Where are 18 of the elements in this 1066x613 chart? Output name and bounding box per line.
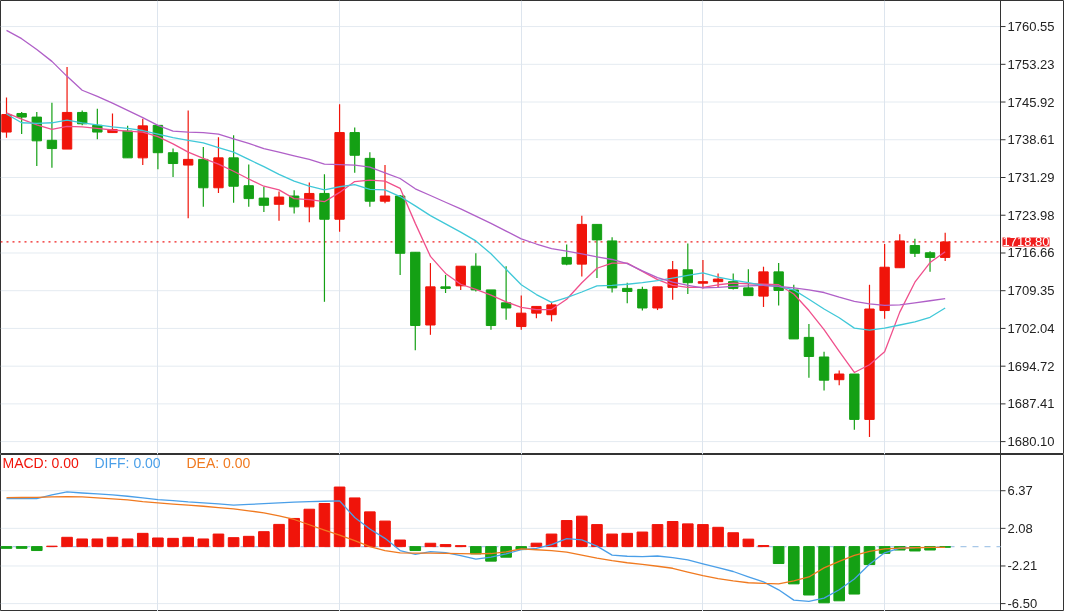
y-tick-label: 1738.61: [1007, 132, 1055, 148]
y-tick-label: -6.50: [1007, 596, 1038, 612]
y-tick-label: 1709.35: [1007, 283, 1055, 299]
y-tick-label: 1731.29: [1007, 170, 1055, 186]
y-tick-label: 1745.92: [1007, 94, 1055, 110]
y-tick-label: 1687.41: [1007, 396, 1055, 412]
y-tick-label: 1702.04: [1007, 320, 1055, 336]
y-tick-label: 1680.10: [1007, 434, 1055, 450]
y-tick-label: 1753.23: [1007, 56, 1055, 72]
y-tick-label: 1760.55: [1007, 19, 1055, 35]
y-tick-label: 2.08: [1007, 520, 1033, 536]
y-tick-label: 1694.72: [1007, 358, 1055, 374]
y-tick-label: 6.37: [1007, 483, 1033, 499]
y-tick-label: 1723.98: [1007, 207, 1055, 223]
text: DEA: 0.00: [186, 454, 251, 471]
text: MACD: 0.00: [2, 454, 79, 471]
y-tick-label: -2.21: [1007, 558, 1038, 574]
series-label: DIFF: 0.00: [94, 454, 161, 471]
